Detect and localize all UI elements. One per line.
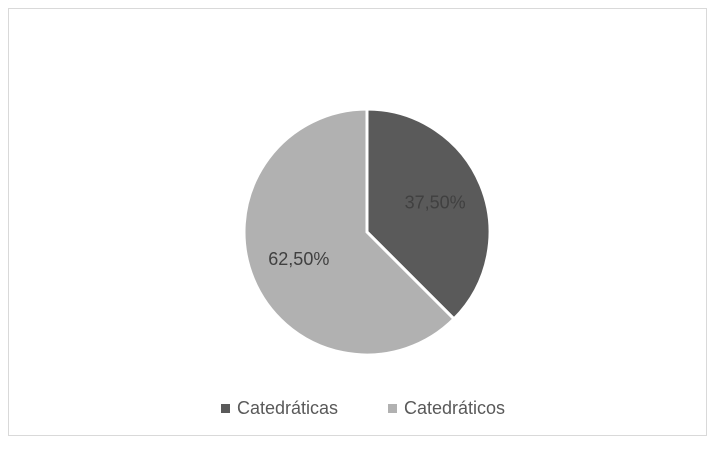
legend-label: Catedráticas	[237, 398, 338, 418]
legend-label: Catedráticos	[404, 398, 505, 418]
pie-slice	[242, 107, 457, 357]
pie-slice	[365, 107, 492, 322]
legend-marker	[221, 404, 230, 413]
data-label: 62,50%	[268, 249, 329, 269]
data-label: 37,50%	[405, 193, 466, 213]
legend-marker	[388, 404, 397, 413]
